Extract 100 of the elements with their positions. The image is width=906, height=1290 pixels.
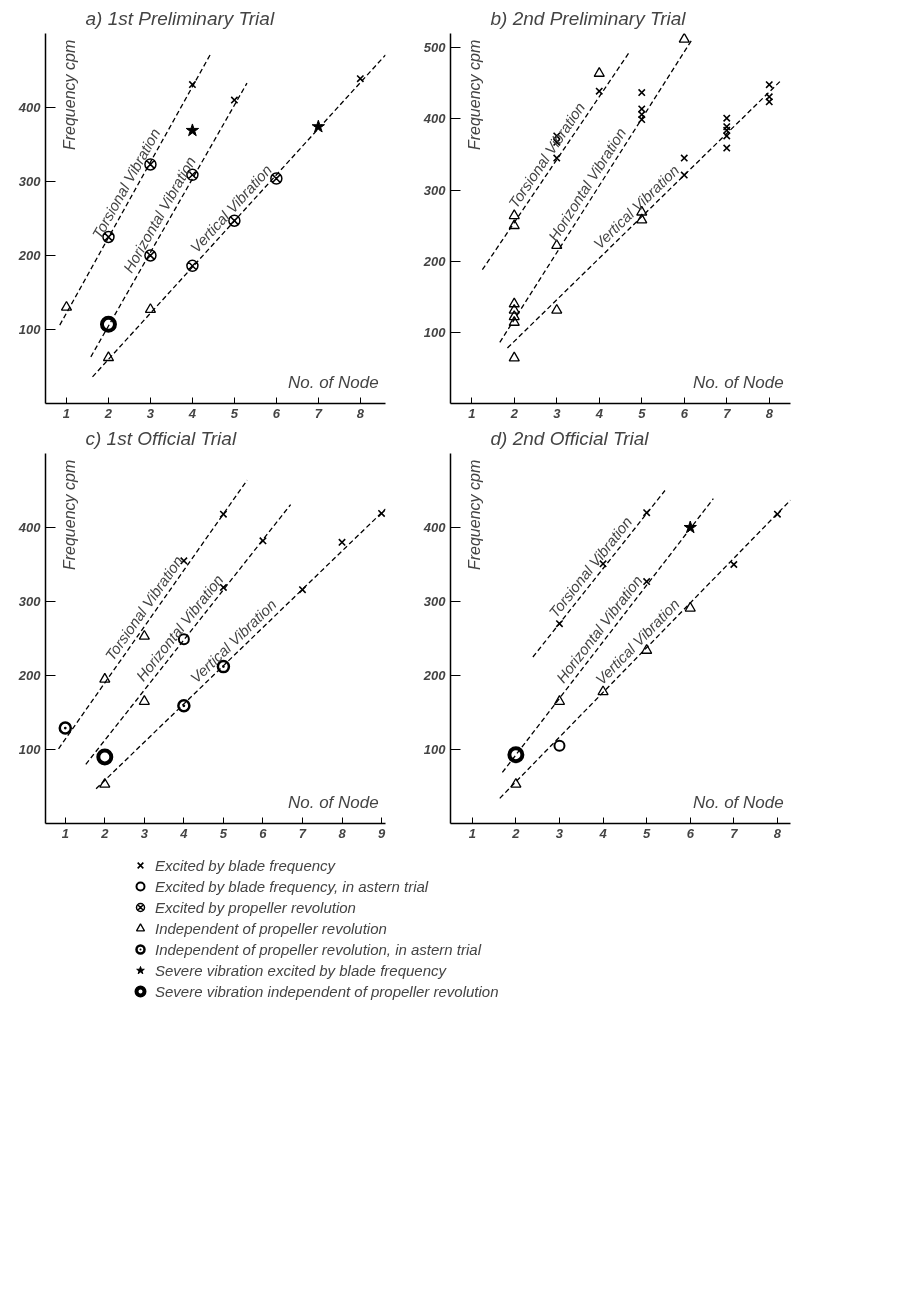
legend-label: Excited by blade frequency [155,856,336,874]
y-tick-label: 100 [18,322,42,337]
y-tick-label: 100 [18,742,42,757]
x-tick-label: 8 [338,825,347,841]
point [508,209,520,220]
x-axis-title: No. of Node [692,373,784,393]
point [60,300,73,311]
point [678,33,690,43]
y-tick-label: 300 [18,174,42,189]
point [508,351,520,362]
x-tick-label: 6 [680,405,689,421]
x-tick-label: 6 [686,825,695,841]
point [138,694,150,705]
point [228,214,241,227]
point [765,92,774,101]
y-tick-label: 400 [422,111,447,127]
point [722,126,731,135]
point [551,303,563,314]
x-tick-label: 3 [555,825,564,841]
point [722,131,731,140]
point [177,699,191,713]
x-tick-label: 6 [259,825,268,841]
x-tick-label: 4 [594,405,604,421]
point [722,144,731,153]
point [99,315,117,333]
point [684,601,696,612]
point [102,351,115,362]
chart-title: a) 1st Preliminary Trial [85,7,275,29]
x-axis-title: No. of Node [287,373,379,393]
y-tick-label: 100 [423,742,447,757]
point [186,259,199,273]
y-tick-label: 200 [17,248,42,263]
point [729,560,738,569]
x-tick-label: 4 [179,825,189,841]
chart-title: b) 2nd Preliminary Trial [490,7,687,29]
point [510,777,522,788]
point [58,721,73,735]
point [593,66,605,77]
point [765,97,774,106]
point [765,80,774,89]
point [636,213,648,224]
point [597,685,609,696]
point [722,114,731,123]
point [508,310,520,321]
point [185,123,200,137]
point [553,739,566,752]
x-tick-label: 7 [314,405,323,421]
x-tick-label: 2 [100,825,110,841]
y-tick-label: 300 [423,594,447,609]
x-tick-label: 4 [187,405,197,421]
point [356,74,365,83]
point [508,315,520,326]
point [773,510,782,519]
x-tick-label: 2 [103,405,113,421]
point [144,303,157,314]
point [508,297,520,308]
y-tick-label: 200 [422,668,447,683]
x-tick-label: 3 [146,405,155,421]
x-tick-label: 5 [638,405,647,421]
x-tick-label: 5 [643,825,652,841]
y-tick-label: 300 [423,182,447,198]
point [683,520,697,534]
x-tick-label: 7 [730,825,739,841]
y-tick-label: 100 [423,324,447,340]
y-axis-title: Frequency cpm [60,39,78,151]
x-axis-title: No. of Node [692,793,784,813]
chart-title: d) 2nd Official Trial [490,427,650,449]
x-axis-title: No. of Node [287,793,379,813]
point [722,122,731,131]
x-tick-label: 1 [61,825,69,841]
point [680,171,689,180]
legend-label: Excited by blade frequency, in astern trial [155,877,429,895]
x-tick-label: 9 [377,825,386,841]
legend-label: Severe vibration excited by blade frequency [155,961,447,979]
point [680,154,689,162]
x-tick-label: 2 [509,405,519,421]
y-tick-label: 400 [17,520,42,535]
chart-title: c) 1st Official Trial [85,427,237,449]
y-tick-label: 300 [18,594,42,609]
y-tick-label: 500 [423,40,447,56]
x-tick-label: 1 [468,405,476,421]
legend-label: Excited by propeller revolution [155,898,356,916]
y-tick-label: 200 [422,253,447,269]
point [553,694,566,705]
y-tick-label: 400 [422,520,447,535]
legend-label: Severe vibration independent of propeller revolution [155,982,499,1000]
y-tick-label: 200 [17,668,42,683]
x-tick-label: 7 [298,825,307,841]
x-tick-label: 7 [723,405,732,421]
x-tick-label: 5 [219,825,228,841]
x-tick-label: 8 [765,405,774,421]
point [311,119,326,133]
x-tick-label: 1 [468,825,476,841]
x-tick-label: 1 [62,405,71,421]
y-tick-label: 400 [17,100,42,115]
y-axis-title: Frequency cpm [465,39,483,151]
point [99,777,111,788]
legend-label: Independent of propeller revolution, in astern trial [155,940,482,958]
y-axis-title: Frequency cpm [60,459,78,571]
y-axis-title: Frequency cpm [465,459,483,571]
